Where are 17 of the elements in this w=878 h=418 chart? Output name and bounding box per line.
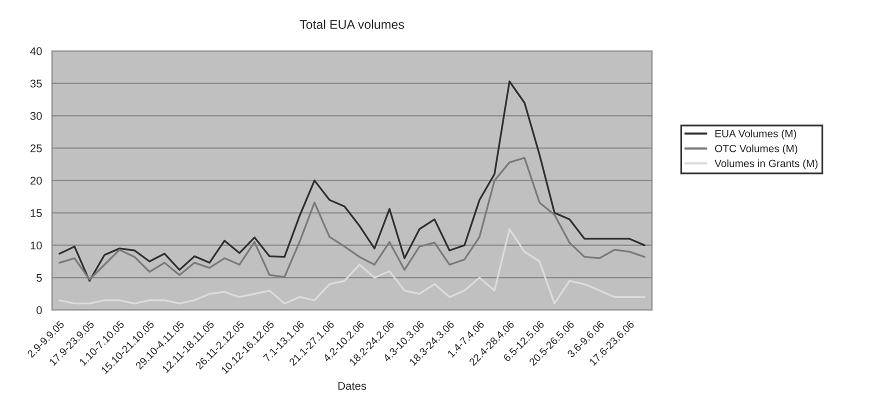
y-tick-label: 20 <box>30 176 42 185</box>
y-tick-label: 0 <box>36 306 42 314</box>
line-series <box>58 156 646 280</box>
y-tick-label: 5 <box>36 274 42 282</box>
y-tick-label: 10 <box>30 242 42 250</box>
y-tick-label: 40 <box>30 47 42 56</box>
y-tick-label: 35 <box>30 80 42 88</box>
y-tick-label: 30 <box>30 112 42 120</box>
chart-title: Total EUA volumes <box>300 20 404 29</box>
line-series <box>58 80 646 282</box>
legend-label: EUA Volumes (M) <box>715 130 796 140</box>
y-tick-label: 15 <box>30 209 42 218</box>
x-axis-title: Dates <box>338 382 366 390</box>
line-series <box>58 228 646 304</box>
legend-label: Volumes in Grants (M) <box>714 159 818 170</box>
y-tick-label: 25 <box>30 144 42 152</box>
legend-label: OTC Volumes (M) <box>715 144 798 154</box>
